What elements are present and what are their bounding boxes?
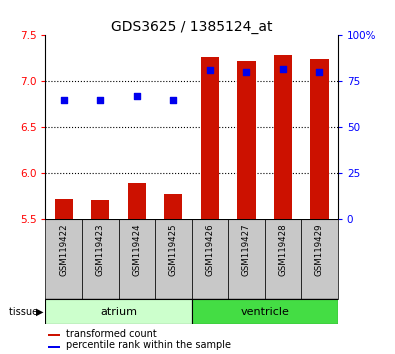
- Text: ▶: ▶: [36, 307, 43, 316]
- Bar: [228, 219, 265, 299]
- Bar: [45, 219, 82, 299]
- Bar: [128, 183, 146, 219]
- Bar: [82, 219, 118, 299]
- Text: GSM119422: GSM119422: [59, 223, 68, 276]
- Text: ventricle: ventricle: [240, 307, 289, 316]
- Bar: [91, 200, 109, 219]
- Bar: [48, 334, 60, 336]
- Bar: [192, 219, 228, 299]
- Title: GDS3625 / 1385124_at: GDS3625 / 1385124_at: [111, 21, 272, 34]
- Text: GSM119428: GSM119428: [278, 223, 288, 276]
- Text: GSM119429: GSM119429: [315, 223, 324, 276]
- Bar: [48, 346, 60, 348]
- Point: [97, 97, 103, 103]
- Point: [280, 66, 286, 72]
- Text: percentile rank within the sample: percentile rank within the sample: [66, 341, 231, 350]
- Bar: [155, 219, 192, 299]
- Point: [243, 69, 250, 75]
- Bar: [265, 219, 301, 299]
- Bar: [201, 57, 219, 219]
- Bar: [118, 219, 155, 299]
- Bar: [55, 199, 73, 219]
- Point: [60, 97, 67, 103]
- Bar: [192, 299, 338, 324]
- Bar: [237, 61, 256, 219]
- Point: [170, 97, 177, 103]
- Bar: [45, 299, 192, 324]
- Text: tissue: tissue: [9, 307, 41, 316]
- Text: GSM119426: GSM119426: [205, 223, 214, 276]
- Text: GSM119424: GSM119424: [132, 223, 141, 276]
- Text: atrium: atrium: [100, 307, 137, 316]
- Text: GSM119423: GSM119423: [96, 223, 105, 276]
- Bar: [274, 55, 292, 219]
- Bar: [310, 59, 329, 219]
- Bar: [164, 194, 182, 219]
- Text: transformed count: transformed count: [66, 329, 157, 339]
- Point: [134, 93, 140, 99]
- Text: GSM119427: GSM119427: [242, 223, 251, 276]
- Text: GSM119425: GSM119425: [169, 223, 178, 276]
- Bar: [301, 219, 338, 299]
- Point: [316, 69, 323, 75]
- Point: [207, 68, 213, 73]
